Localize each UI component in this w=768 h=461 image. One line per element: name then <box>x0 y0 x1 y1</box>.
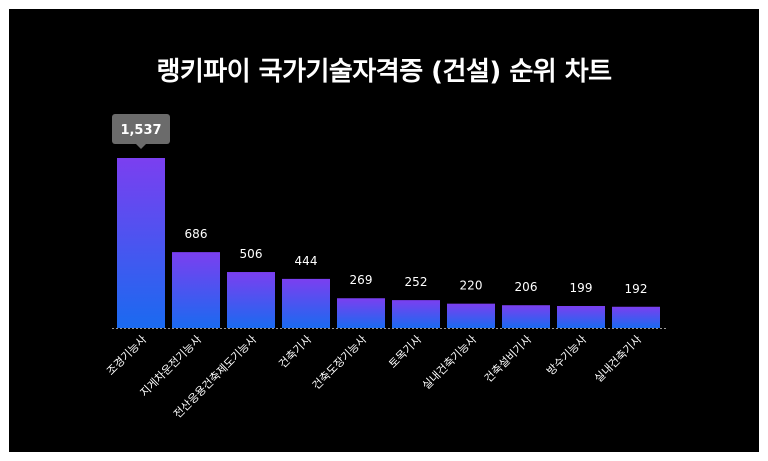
value-label: 1,537 <box>120 123 161 138</box>
category-label: 실내건축기사 <box>592 333 644 385</box>
bar-9[interactable] <box>557 305 605 328</box>
category-label: 조경기능사 <box>104 333 149 378</box>
value-label: 206 <box>515 280 538 294</box>
category-label: 건축도장기능사 <box>310 333 369 392</box>
category-label: 실내건축기능사 <box>420 333 479 392</box>
chart-title: 랭키파이 국가기술자격증 (건설) 순위 차트 <box>156 57 612 87</box>
tooltip-pointer <box>136 144 146 149</box>
bar-5[interactable] <box>337 298 385 328</box>
bar-7[interactable] <box>447 303 495 328</box>
category-label: 건축설비기사 <box>482 333 534 385</box>
bar-8[interactable] <box>502 305 550 328</box>
value-tooltip <box>112 114 170 144</box>
value-label: 686 <box>185 227 208 241</box>
bar-3[interactable] <box>227 272 275 328</box>
value-label: 269 <box>350 273 373 287</box>
value-label: 506 <box>240 247 263 261</box>
bar-6[interactable] <box>392 300 440 328</box>
value-label: 252 <box>405 275 428 289</box>
bar-4[interactable] <box>282 278 330 328</box>
value-label: 220 <box>460 279 483 293</box>
value-label: 444 <box>295 254 318 268</box>
value-label: 199 <box>570 281 593 295</box>
category-label: 토목기사 <box>386 333 424 371</box>
bar-1[interactable] <box>117 158 165 328</box>
bar-10[interactable] <box>612 306 660 328</box>
category-label: 방수기능사 <box>544 333 589 378</box>
bar-2[interactable] <box>172 252 220 328</box>
value-label: 192 <box>625 282 648 296</box>
category-label: 건축기사 <box>276 333 314 371</box>
